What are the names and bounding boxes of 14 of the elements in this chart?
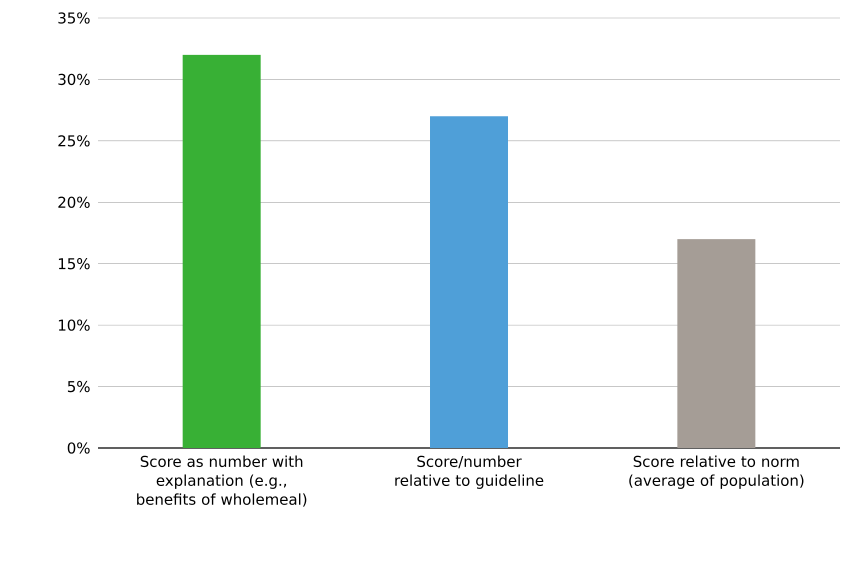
y-tick-label: 5% (68, 380, 90, 392)
y-tick-label: 35% (58, 12, 90, 24)
y-tick-label: 25% (58, 135, 90, 146)
y-tick-label: 20% (58, 196, 90, 208)
x-tick-label: Score/number relative to guideline (395, 456, 544, 489)
y-tick-label: 15% (58, 258, 90, 270)
bar (430, 116, 508, 448)
x-tick-label: Score relative to norm (average of population) (629, 456, 804, 489)
x-tick-label: Score as number with explanation (e.g., benefits of wholemeal) (137, 456, 306, 507)
y-tick-label: 0% (68, 442, 90, 454)
y-tick-label: 30% (58, 74, 90, 86)
bar (677, 239, 756, 448)
y-tick-label: 10% (58, 319, 90, 331)
bar (182, 54, 261, 448)
